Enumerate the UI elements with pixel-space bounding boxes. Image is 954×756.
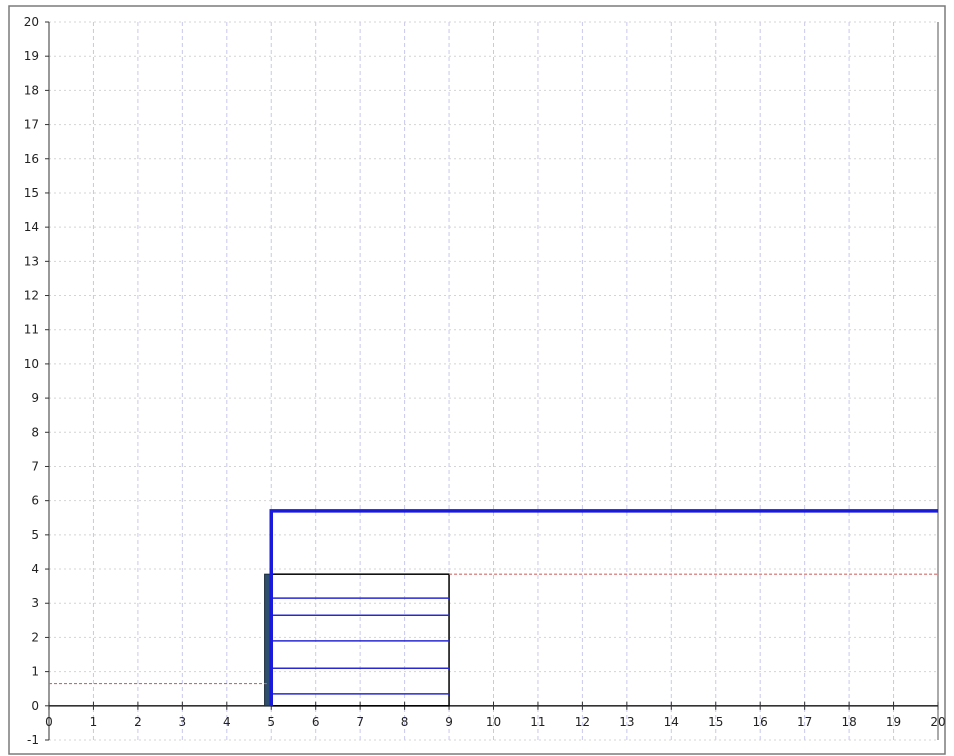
x-tick-label: 13	[619, 715, 634, 729]
y-tick-label: 18	[24, 83, 39, 97]
y-tick-label: 15	[24, 186, 39, 200]
outer-frame	[8, 5, 946, 755]
y-tick-label: 1	[31, 665, 39, 679]
y-tick-label: 5	[31, 528, 39, 542]
x-tick-label: 7	[356, 715, 364, 729]
x-tick-label: 8	[401, 715, 409, 729]
x-tick-label: 2	[134, 715, 142, 729]
x-tick-label: 0	[45, 715, 53, 729]
y-tick-label: 12	[24, 289, 39, 303]
x-tick-label: 12	[575, 715, 590, 729]
y-tick-label: 7	[31, 459, 39, 473]
y-tick-label: 10	[24, 357, 39, 371]
x-tick-label: 9	[445, 715, 453, 729]
y-tick-label: 3	[31, 596, 39, 610]
x-tick-label: 3	[179, 715, 187, 729]
x-tick-label: 20	[930, 715, 945, 729]
x-tick-label: 15	[708, 715, 723, 729]
y-tick-label: 8	[31, 425, 39, 439]
y-tick-label: 20	[24, 15, 39, 29]
y-tick-label: 19	[24, 49, 39, 63]
y-tick-label: 9	[31, 391, 39, 405]
x-tick-label: 1	[90, 715, 98, 729]
y-tick-label: -1	[27, 733, 39, 747]
y-tick-label: 13	[24, 254, 39, 268]
y-tick-label: 14	[24, 220, 39, 234]
x-tick-label: 17	[797, 715, 812, 729]
x-tick-label: 19	[886, 715, 901, 729]
y-tick-label: 6	[31, 494, 39, 508]
y-tick-label: 2	[31, 630, 39, 644]
x-tick-label: 4	[223, 715, 231, 729]
y-tick-label: 16	[24, 152, 39, 166]
x-tick-label: 11	[530, 715, 545, 729]
x-tick-label: 6	[312, 715, 320, 729]
x-tick-label: 5	[267, 715, 275, 729]
water-level-profile	[269, 509, 938, 706]
x-tick-label: 10	[486, 715, 501, 729]
y-tick-label: 11	[24, 323, 39, 337]
x-tick-label: 14	[664, 715, 679, 729]
y-tick-label: 0	[31, 699, 39, 713]
x-tick-label: 18	[841, 715, 856, 729]
y-tick-label: 17	[24, 118, 39, 132]
x-tick-label: 16	[753, 715, 768, 729]
y-tick-label: 4	[31, 562, 39, 576]
